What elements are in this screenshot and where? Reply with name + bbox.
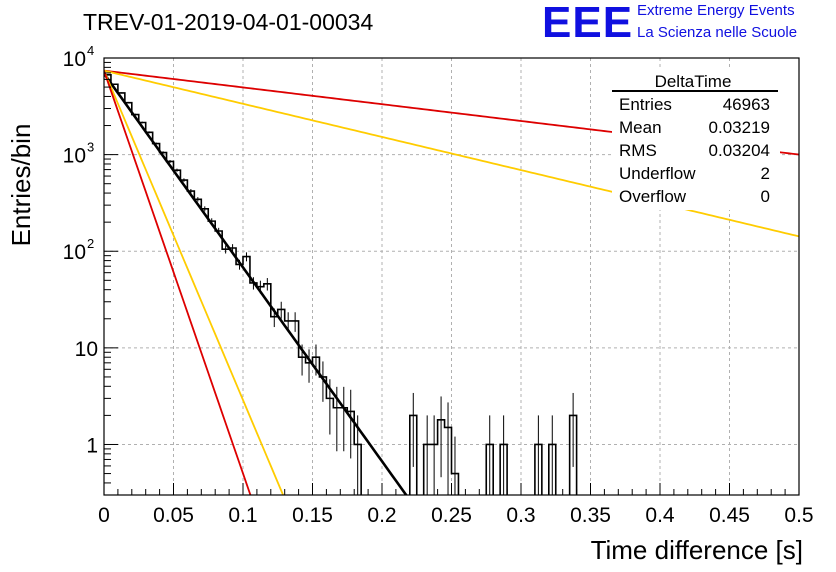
stats-label: Entries [619,95,672,114]
x-tick-label: 0.5 [784,504,813,527]
logo-line-1: Extreme Energy Events [637,2,795,19]
x-tick-label: 0.2 [367,504,396,527]
fit-line [104,70,252,495]
stats-value: 0 [761,187,770,206]
page-title: TREV-01-2019-04-01-00034 [83,9,374,35]
y-tick-label: 1 [86,434,98,457]
x-tick-label: 0.45 [709,504,750,527]
x-axis-ticks: 0 0.05 0.1 0.15 0.2 0.25 0.3 0.35 0.4 0.45 0.5 [98,483,814,527]
histogram-outline [104,74,578,495]
stats-label: RMS [619,141,657,160]
stats-label: Mean [619,118,662,137]
stats-value: 46963 [723,95,770,114]
y-tick-label: 10 [75,338,98,361]
y-tick-exponent: 4 [87,43,94,58]
stats-value: 0.03204 [709,141,770,160]
stats-value: 2 [761,164,770,183]
x-axis-title: Time difference [s] [591,535,803,565]
x-tick-label: 0.25 [431,504,472,527]
y-tick-label: 10 [63,145,86,168]
x-tick-label: 0.1 [228,504,257,527]
stats-box-background [612,70,780,210]
y-tick-exponent: 2 [87,236,94,251]
x-tick-label: 0 [98,504,110,527]
x-tick-label: 0.35 [570,504,611,527]
y-axis-title: Entries/bin [6,124,36,247]
x-tick-label: 0.15 [292,504,333,527]
stats-box: DeltaTime Entries 46963 Mean 0.03219 RMS 0.03… [612,70,780,210]
x-tick-label: 0.3 [506,504,535,527]
fit-line [104,72,408,495]
eee-logo: EEE [542,0,634,47]
grid [104,57,799,495]
x-tick-label: 0.4 [645,504,675,527]
stats-value: 0.03219 [709,118,770,137]
y-tick-label: 10 [63,48,86,71]
stats-title: DeltaTime [655,72,732,91]
y-tick-exponent: 3 [87,140,94,155]
x-tick-label: 0.05 [153,504,194,527]
logo-line-2: La Scienza nelle Scuole [637,24,798,41]
y-tick-label: 10 [63,241,86,264]
stats-label: Overflow [619,187,687,206]
fit-line [104,70,285,495]
stats-label: Underflow [619,164,696,183]
